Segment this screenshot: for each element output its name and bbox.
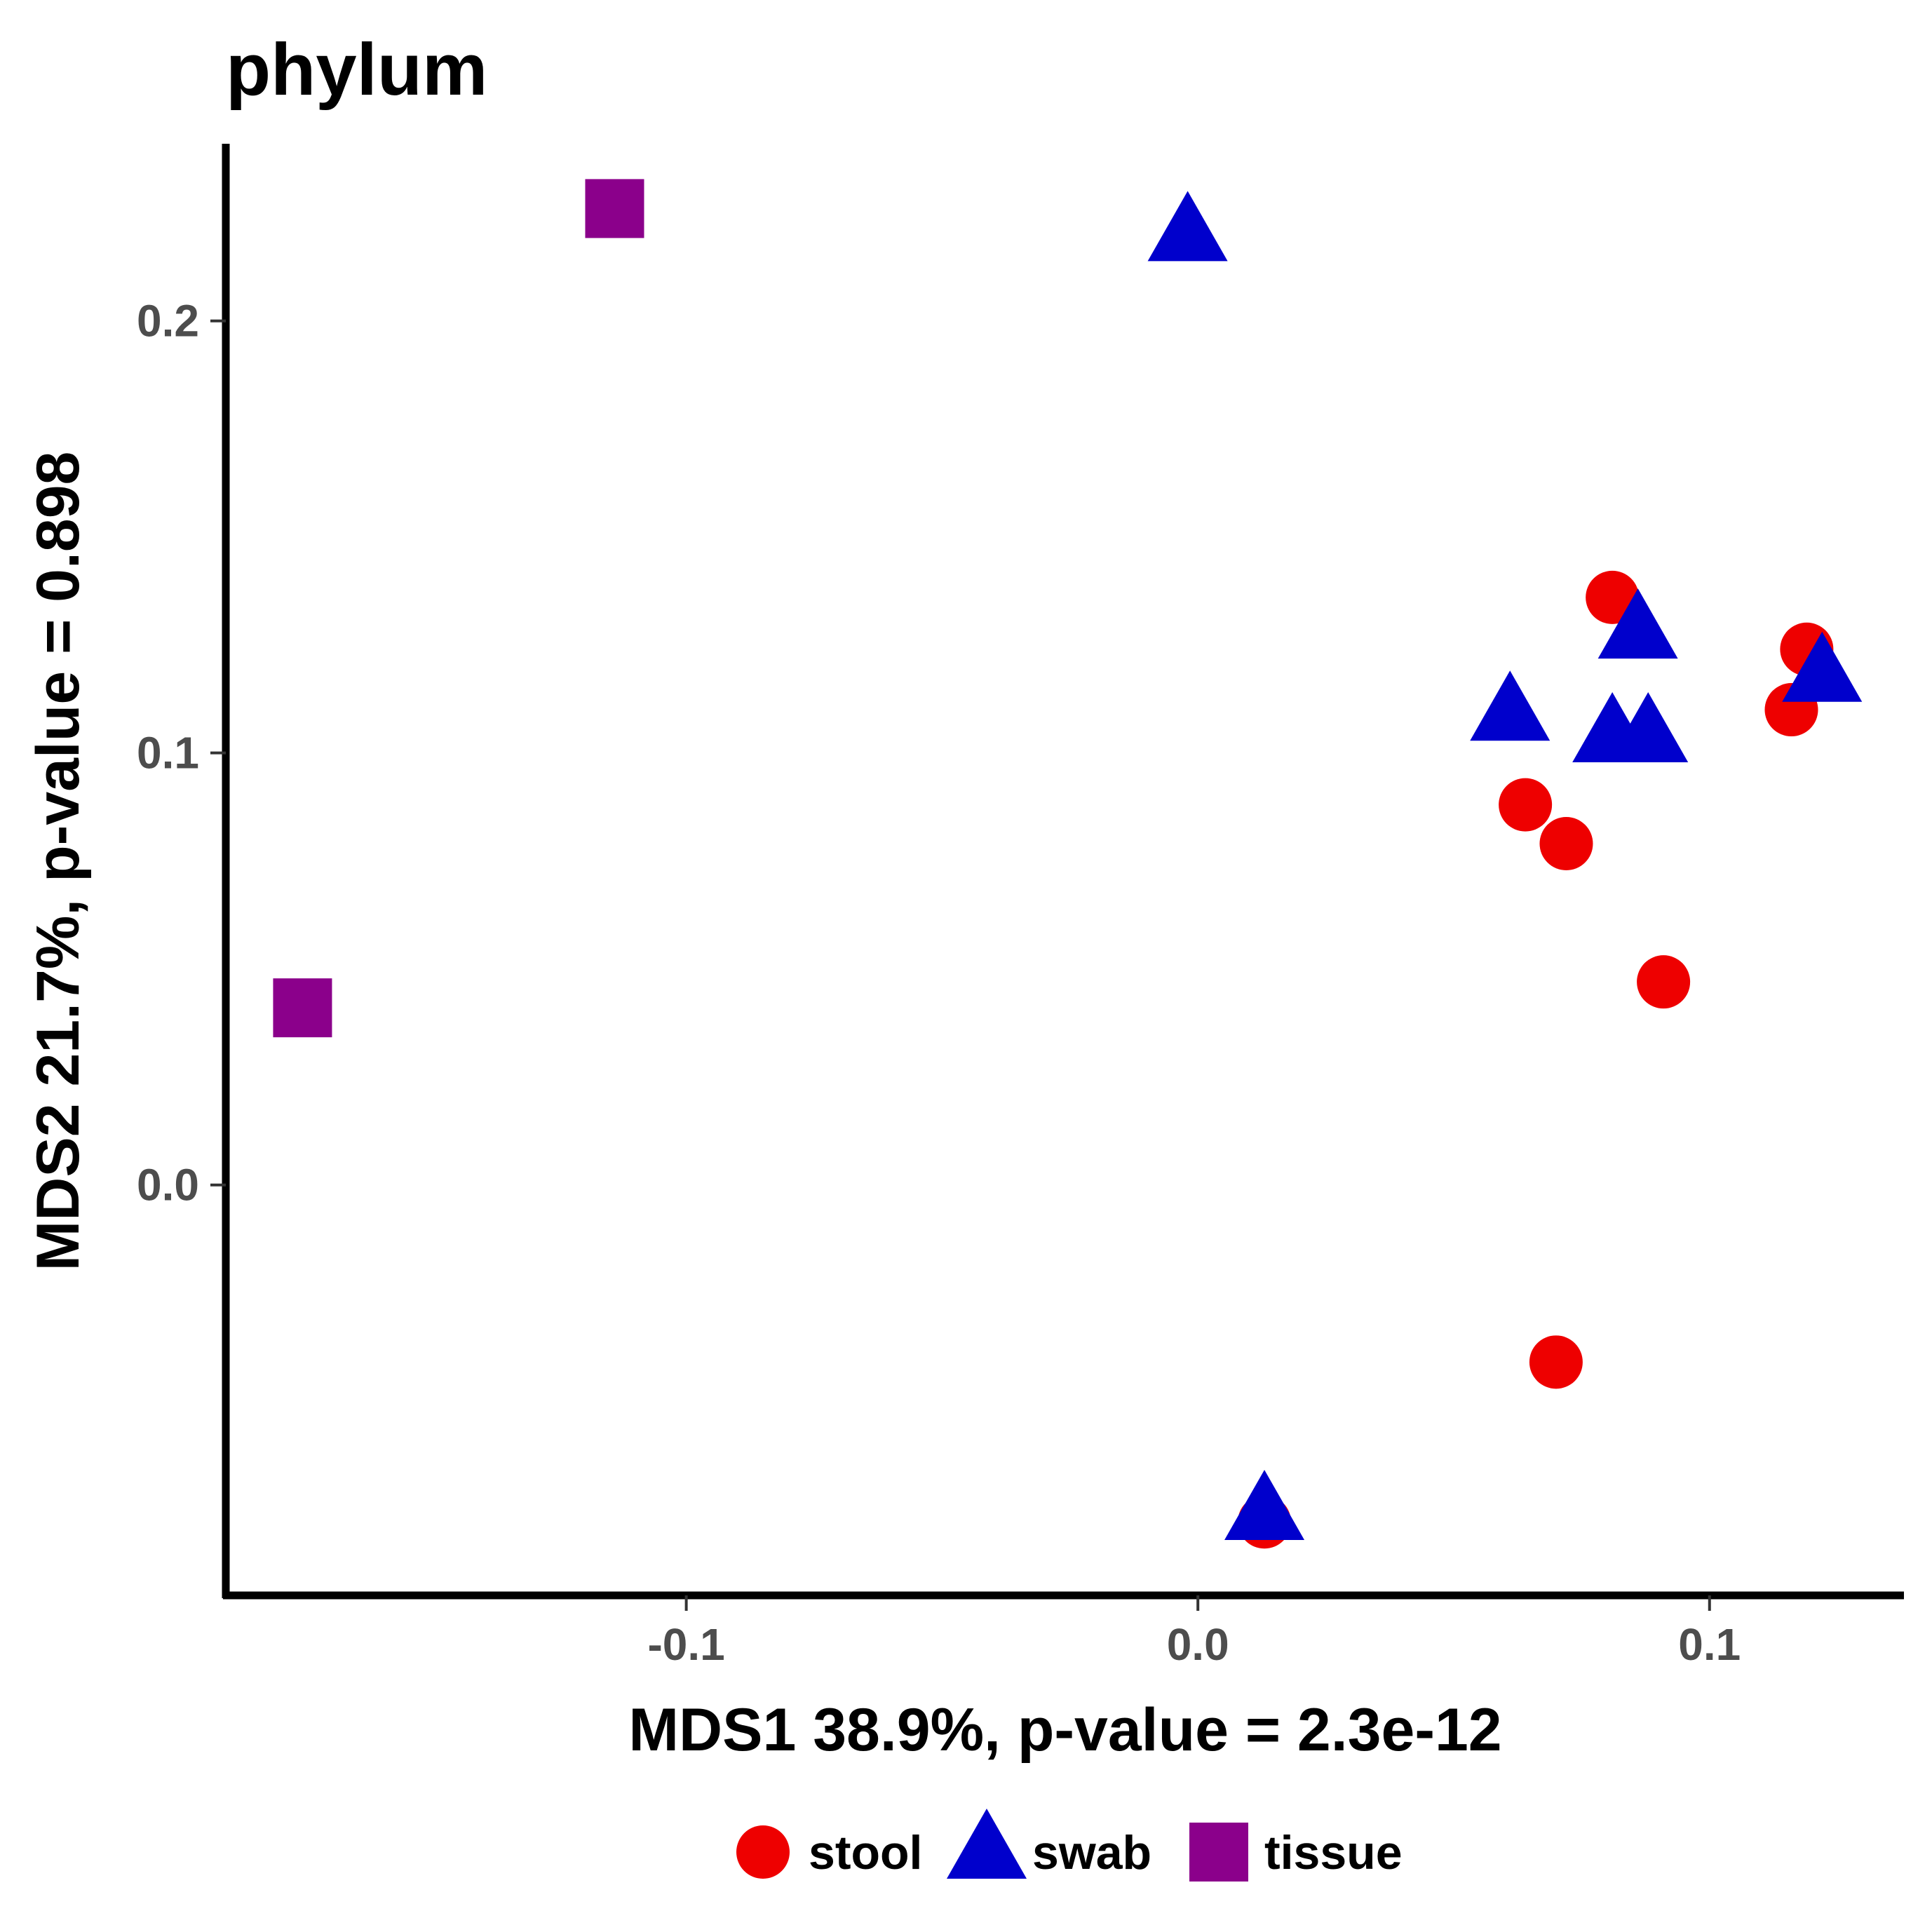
legend-key-stool	[736, 1825, 790, 1879]
plot-area	[273, 179, 1863, 1549]
swab-point	[1470, 670, 1551, 741]
legend-item-tissue: tissue	[1189, 1823, 1403, 1882]
y-tick-label: 0.1	[137, 728, 199, 778]
legend-item-stool: stool	[736, 1825, 922, 1879]
swab-point	[1147, 191, 1228, 262]
x-axis-label: MDS1 38.9%, p-value = 2.3e-12	[628, 1696, 1501, 1764]
chart-title: phylum	[226, 29, 487, 111]
series-tissue	[273, 179, 644, 1038]
x-tick-label: -0.1	[647, 1619, 724, 1670]
y-tick-label: 0.0	[137, 1160, 199, 1210]
series-swab	[1147, 191, 1863, 1540]
legend-item-swab: swab	[947, 1809, 1151, 1879]
legend-key-tissue	[1189, 1823, 1248, 1882]
x-tick-label: 0.0	[1167, 1619, 1229, 1670]
stool-point	[1637, 955, 1691, 1009]
y-axis-label: MDS2 21.7%, p-value = 0.898	[25, 452, 92, 1271]
stool-point	[1539, 817, 1593, 871]
stool-point	[1529, 1335, 1583, 1389]
legend-label-tissue: tissue	[1264, 1826, 1403, 1879]
swab-point	[1782, 631, 1863, 702]
tissue-point	[585, 179, 644, 238]
swab-point	[1224, 1469, 1305, 1540]
legend-key-swab	[947, 1809, 1027, 1879]
legend-label-stool: stool	[809, 1826, 922, 1879]
tissue-point	[273, 978, 332, 1038]
y-tick-label: 0.2	[137, 296, 199, 346]
swab-point	[1597, 588, 1678, 659]
x-tick-label: 0.1	[1678, 1619, 1741, 1670]
axes: -0.1 0.0 0.1 0.0 0.1 0.2	[137, 144, 1904, 1670]
stool-point	[1499, 778, 1553, 832]
legend-label-swab: swab	[1032, 1826, 1151, 1879]
legend: stool swab tissue	[736, 1809, 1403, 1882]
swab-point	[1608, 692, 1689, 763]
